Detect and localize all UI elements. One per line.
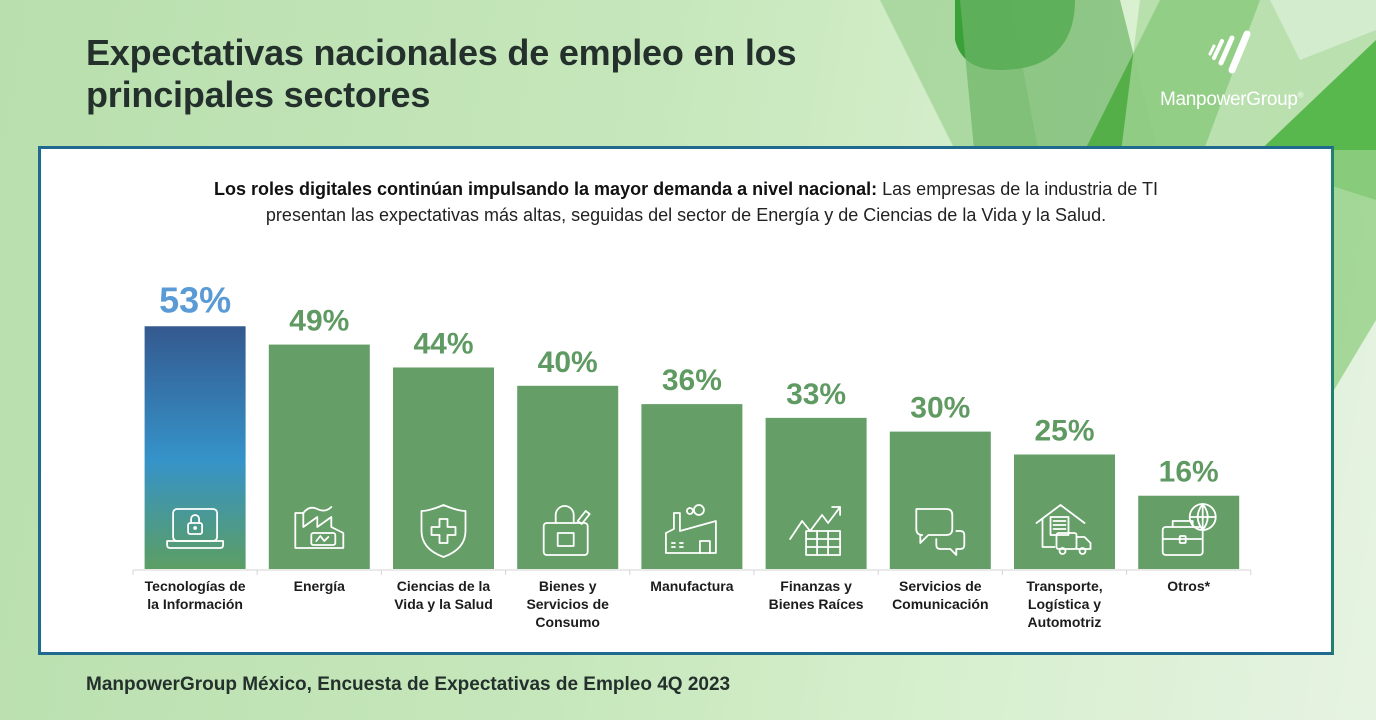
bar-chart: 53% Tecnologías de la Información 49% Energí… xyxy=(132,279,1252,630)
category-label: Bienes y Servicios de Consumo xyxy=(526,578,609,630)
value-label: 44% xyxy=(413,327,473,360)
bar-7 xyxy=(889,431,991,569)
subtitle-line1-rest: Las empresas de la industria de TI xyxy=(877,179,1158,199)
title-line-1: Expectativas nacionales de empleo en los xyxy=(86,32,797,73)
value-label: 53% xyxy=(159,279,231,320)
bar-3 xyxy=(393,367,494,569)
category-label: Finanzas y Bienes Raíces xyxy=(769,578,864,612)
category-label: Servicios de Comunicación xyxy=(892,578,988,612)
source-footer: ManpowerGroup México, Encuesta de Expect… xyxy=(86,674,731,695)
chart-panel: Los roles digitales continúan impulsando… xyxy=(38,146,1334,655)
value-label: 33% xyxy=(786,378,846,411)
bar-9 xyxy=(1138,495,1240,569)
subtitle-line2: presentan las expectativas más altas, se… xyxy=(265,205,1107,225)
bar-6 xyxy=(765,417,867,569)
value-label: 49% xyxy=(289,305,349,338)
bar-1 xyxy=(144,326,246,569)
value-label: 40% xyxy=(538,346,598,379)
warehouse-truck-icon xyxy=(1035,504,1092,555)
category-label: Otros* xyxy=(1167,578,1210,594)
value-label: 16% xyxy=(1159,456,1219,489)
category-label: Energía xyxy=(294,578,346,594)
title-line-2: principales sectores xyxy=(86,74,431,115)
category-label: Ciencias de la Vida y la Salud xyxy=(394,578,493,612)
bar-4 xyxy=(517,385,619,569)
manpowergroup-logo-icon xyxy=(1208,30,1251,74)
chart-table-icon xyxy=(789,506,841,556)
category-label: Transporte, Logística y Automotriz xyxy=(1026,578,1102,630)
shopping-bag-icon xyxy=(542,505,591,556)
chart-subtitle: Los roles digitales continúan impulsando… xyxy=(41,176,1331,228)
shield-cross-icon xyxy=(420,504,467,558)
bg-shape xyxy=(1334,150,1376,390)
value-label: 25% xyxy=(1034,415,1094,448)
logo-text: ManpowerGroup® xyxy=(1160,89,1304,110)
page-title: Expectativas nacionales de empleo en los… xyxy=(86,32,796,116)
category-label: Tecnologías de la Información xyxy=(145,578,246,612)
briefcase-globe-icon xyxy=(1161,503,1217,556)
subtitle-bold: Los roles digitales continúan impulsando… xyxy=(214,179,878,199)
factory-battery-icon xyxy=(294,506,345,549)
bar-2 xyxy=(268,344,370,569)
factory-icon xyxy=(665,504,717,554)
value-label: 36% xyxy=(662,364,722,397)
laptop-lock-icon xyxy=(166,508,225,549)
bg-shape xyxy=(1270,0,1376,60)
chat-bubbles-icon xyxy=(915,508,966,556)
value-label: 30% xyxy=(910,392,970,425)
category-label: Manufactura xyxy=(650,578,733,594)
bar-5 xyxy=(641,404,743,569)
